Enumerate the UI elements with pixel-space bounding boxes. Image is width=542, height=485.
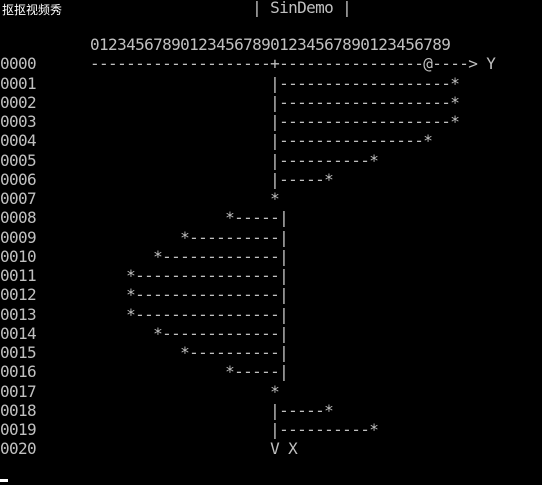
console-line: 0001 |-------------------* <box>0 74 460 93</box>
console-line: 0014 *-------------| <box>0 324 289 343</box>
console-line: 0012 *----------------| <box>0 285 289 304</box>
console-line: 0008 *-----| <box>0 208 289 227</box>
console-line: 0018 |-----* <box>0 401 334 420</box>
console-line: 0020 V X <box>0 439 298 458</box>
console-line: 0000 --------------------+--------------… <box>0 54 496 73</box>
console-line: 0003 |-------------------* <box>0 112 460 131</box>
console-line: 0010 *-------------| <box>0 247 289 266</box>
console-line: 0019 |----------* <box>0 420 379 439</box>
console-line: 0011 *----------------| <box>0 266 289 285</box>
column-ruler: 0123456789012345678901234567890123456789 <box>0 35 451 54</box>
console-line: 0002 |-------------------* <box>0 93 460 112</box>
console-line: 0017 * <box>0 382 280 401</box>
console-line: 0007 * <box>0 189 280 208</box>
console-line: 0005 |----------* <box>0 151 379 170</box>
text-cursor <box>0 479 8 482</box>
app-label: 抠抠视频秀 <box>2 3 63 17</box>
console-line: 0013 *----------------| <box>0 305 289 324</box>
console-line: 0004 |----------------* <box>0 131 433 150</box>
console-line: 0009 *----------| <box>0 228 289 247</box>
console-line: 0016 *-----| <box>0 362 289 381</box>
console-line: 0015 *----------| <box>0 343 289 362</box>
console-title: | SinDemo | <box>0 0 352 17</box>
console-line: 0006 |-----* <box>0 170 334 189</box>
